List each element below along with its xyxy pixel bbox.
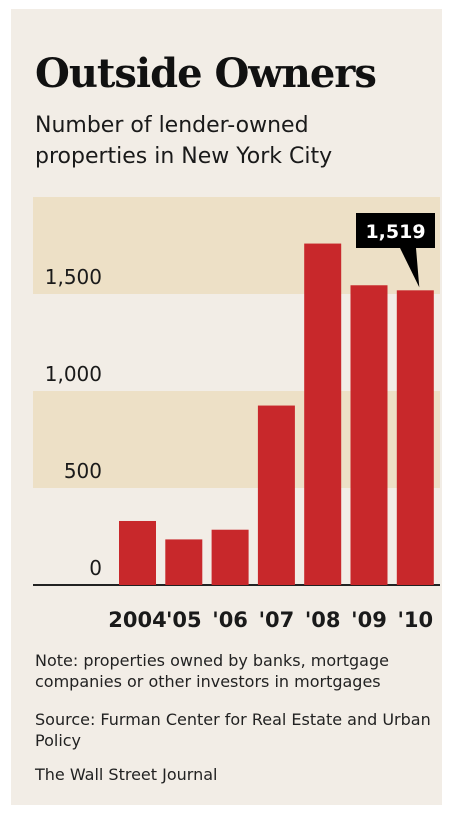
y-tick-label: 1,000	[45, 362, 102, 386]
bar	[396, 290, 434, 585]
bar	[350, 285, 388, 585]
data-label: 1,519	[365, 221, 425, 243]
chart-credit: The Wall Street Journal	[35, 765, 218, 784]
callout-box	[356, 213, 435, 248]
x-tick-label: 2004	[108, 608, 166, 632]
callout-pointer	[400, 248, 420, 288]
bar	[257, 405, 295, 585]
bar	[211, 529, 249, 585]
bar	[304, 243, 342, 585]
y-tick-label: 1,500	[45, 265, 102, 289]
chart-note: Note: properties owned by banks, mortgag…	[35, 651, 389, 691]
x-tick-label: '06	[212, 608, 248, 632]
bar	[119, 520, 156, 585]
x-tick-label: '07	[259, 608, 295, 632]
y-tick-label: 500	[64, 459, 102, 483]
x-tick-label: '08	[305, 608, 341, 632]
chart-source: Source: Furman Center for Real Estate an…	[35, 710, 431, 750]
chart-subtitle: Number of lender-owned properties in New…	[35, 113, 333, 169]
chart-title: Outside Owners	[35, 50, 377, 97]
x-tick-label: '09	[351, 608, 387, 632]
x-tick-label: '05	[166, 608, 202, 632]
x-tick-label: '10	[397, 608, 433, 632]
y-tick-label: 0	[89, 556, 102, 580]
bar	[165, 539, 203, 585]
